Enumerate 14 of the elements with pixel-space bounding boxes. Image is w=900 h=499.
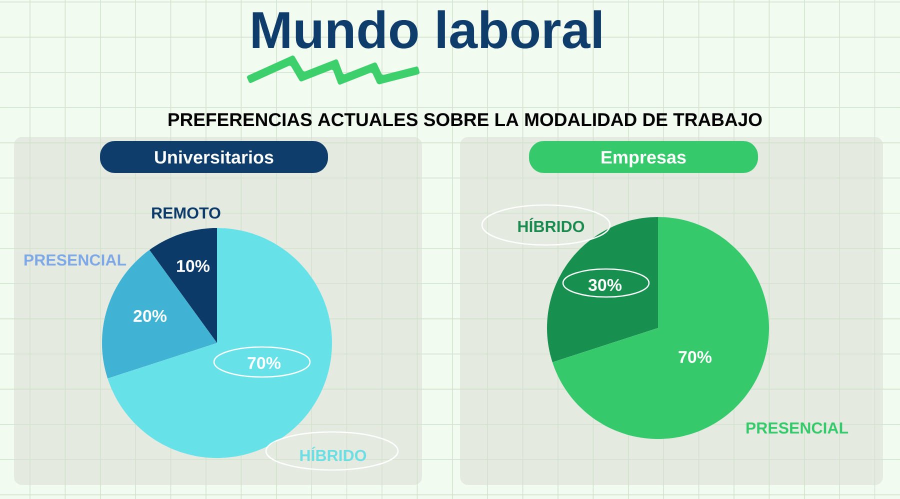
chart-title: Universitarios: [155, 150, 274, 164]
data-label: 70%: [678, 350, 712, 364]
slice-label: PRESENCIAL: [746, 422, 848, 434]
data-label: 70%: [248, 356, 281, 370]
data-label: 30%: [588, 278, 622, 292]
data-label: 20%: [134, 310, 167, 322]
slice-label: HÍBRIDO: [518, 218, 584, 232]
slice-label: HÍBRIDO: [300, 446, 366, 462]
slice-label: REMOTO: [152, 207, 220, 219]
data-label: 10%: [177, 260, 210, 272]
text: Mundo laboral: [252, 10, 601, 48]
chart-title: Empresas: [602, 151, 686, 168]
text: PREFERENCIAS ACTUALES SOBRE LA MODALIDAD DE TRABAJO: [168, 113, 762, 126]
slice-label: PRESENCIAL: [24, 254, 126, 266]
